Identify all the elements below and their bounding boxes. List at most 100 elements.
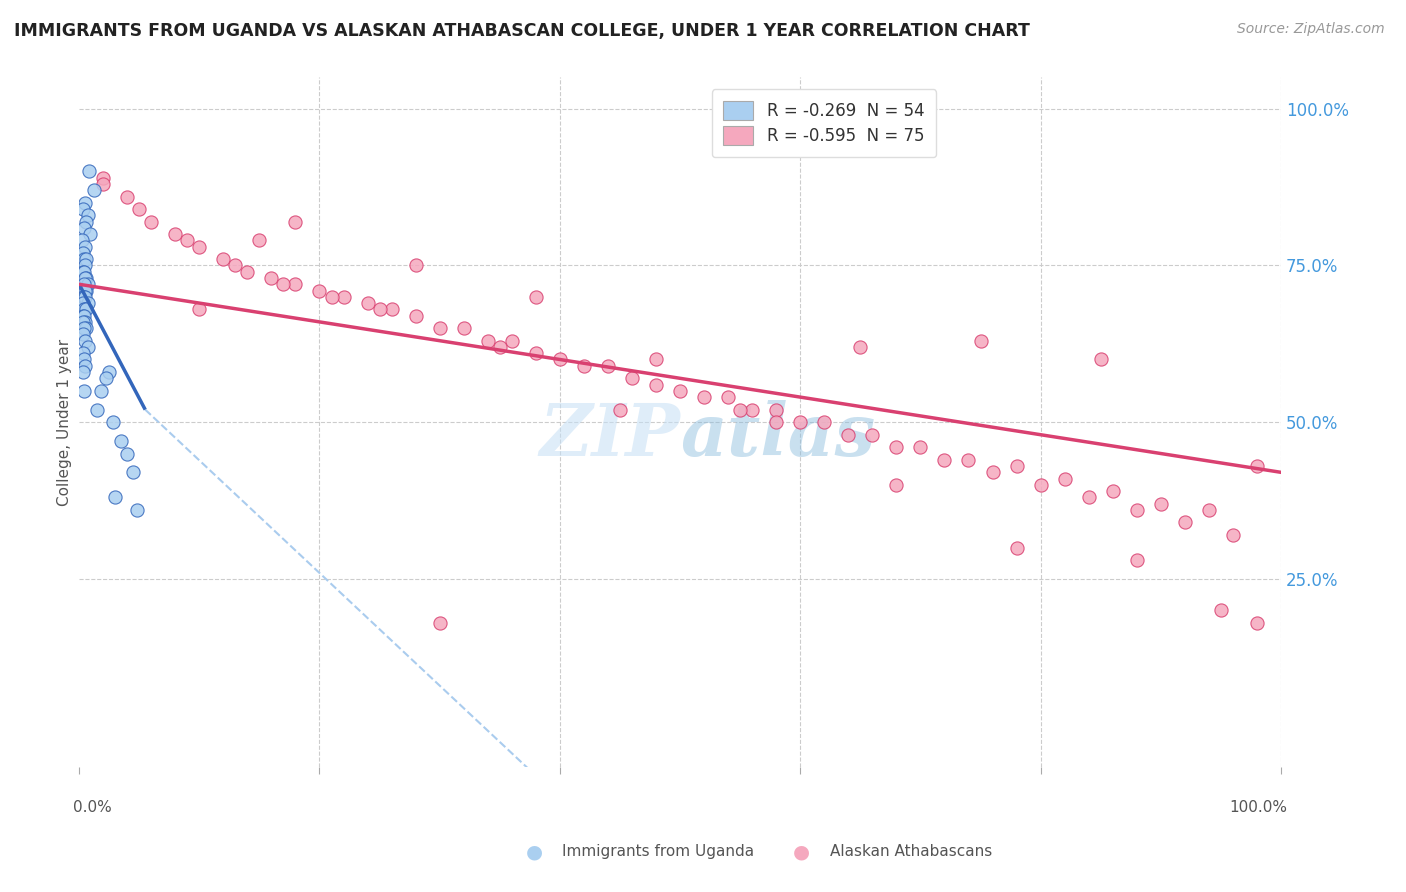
Text: ●: ● [793, 842, 810, 862]
Point [1029, 478, 1052, 492]
Point [1101, 484, 1123, 499]
Point [72, 315, 94, 329]
Point [72, 246, 94, 260]
Point [524, 346, 547, 360]
Point [73, 265, 96, 279]
Text: 0.0%: 0.0% [73, 800, 112, 814]
Y-axis label: College, Under 1 year: College, Under 1 year [58, 339, 72, 506]
Point [70, 234, 93, 248]
Point [910, 440, 932, 454]
Point [969, 334, 991, 348]
Point [1222, 528, 1244, 542]
Point [596, 359, 619, 373]
Point [72, 296, 94, 310]
Point [429, 321, 451, 335]
Text: 100.0%: 100.0% [1229, 800, 1286, 814]
Point [115, 446, 138, 460]
Point [1053, 472, 1076, 486]
Point [1090, 352, 1112, 367]
Point [717, 390, 740, 404]
Point [110, 434, 132, 448]
Point [75, 290, 97, 304]
Point [284, 214, 307, 228]
Point [765, 415, 787, 429]
Point [76, 277, 98, 292]
Point [75, 240, 97, 254]
Point [572, 359, 595, 373]
Point [76, 340, 98, 354]
Point [75, 214, 97, 228]
Point [1150, 497, 1173, 511]
Point [728, 402, 751, 417]
Point [1174, 516, 1197, 530]
Point [125, 503, 148, 517]
Point [72, 327, 94, 342]
Point [98, 365, 121, 379]
Point [368, 302, 391, 317]
Point [1125, 503, 1147, 517]
Text: Alaskan Athabascans: Alaskan Athabascans [830, 845, 991, 859]
Point [356, 296, 378, 310]
Point [212, 252, 235, 267]
Point [122, 466, 145, 480]
Point [75, 271, 97, 285]
Point [332, 290, 354, 304]
Point [75, 284, 97, 298]
Point [620, 371, 643, 385]
Point [247, 234, 270, 248]
Point [860, 427, 883, 442]
Point [524, 290, 547, 304]
Point [886, 478, 908, 492]
Point [72, 265, 94, 279]
Point [321, 290, 343, 304]
Text: Immigrants from Uganda: Immigrants from Uganda [562, 845, 755, 859]
Point [73, 277, 96, 292]
Point [73, 321, 96, 335]
Point [79, 227, 101, 241]
Point [72, 365, 94, 379]
Point [981, 466, 1004, 480]
Point [90, 384, 112, 398]
Point [165, 227, 187, 241]
Point [381, 302, 404, 317]
Point [548, 352, 571, 367]
Point [75, 302, 97, 317]
Point [1246, 458, 1268, 473]
Point [1077, 491, 1099, 505]
Point [260, 271, 283, 285]
Point [176, 234, 198, 248]
Point [86, 402, 108, 417]
Point [75, 315, 97, 329]
Point [75, 321, 97, 335]
Point [957, 452, 980, 467]
Point [94, 371, 117, 385]
Point [73, 302, 96, 317]
Point [73, 220, 96, 235]
Point [188, 240, 211, 254]
Point [477, 334, 499, 348]
Point [72, 202, 94, 216]
Point [76, 208, 98, 222]
Point [645, 352, 668, 367]
Point [75, 284, 97, 298]
Point [886, 440, 908, 454]
Point [128, 202, 150, 216]
Point [72, 346, 94, 360]
Point [1005, 458, 1028, 473]
Point [741, 402, 763, 417]
Point [73, 309, 96, 323]
Point [501, 334, 523, 348]
Point [72, 309, 94, 323]
Point [75, 359, 97, 373]
Point [669, 384, 692, 398]
Point [429, 615, 451, 630]
Point [104, 491, 127, 505]
Legend: R = -0.269  N = 54, R = -0.595  N = 75: R = -0.269 N = 54, R = -0.595 N = 75 [711, 89, 936, 157]
Point [91, 170, 114, 185]
Point [934, 452, 956, 467]
Point [453, 321, 475, 335]
Point [72, 290, 94, 304]
Point [83, 183, 105, 197]
Point [488, 340, 510, 354]
Point [73, 290, 96, 304]
